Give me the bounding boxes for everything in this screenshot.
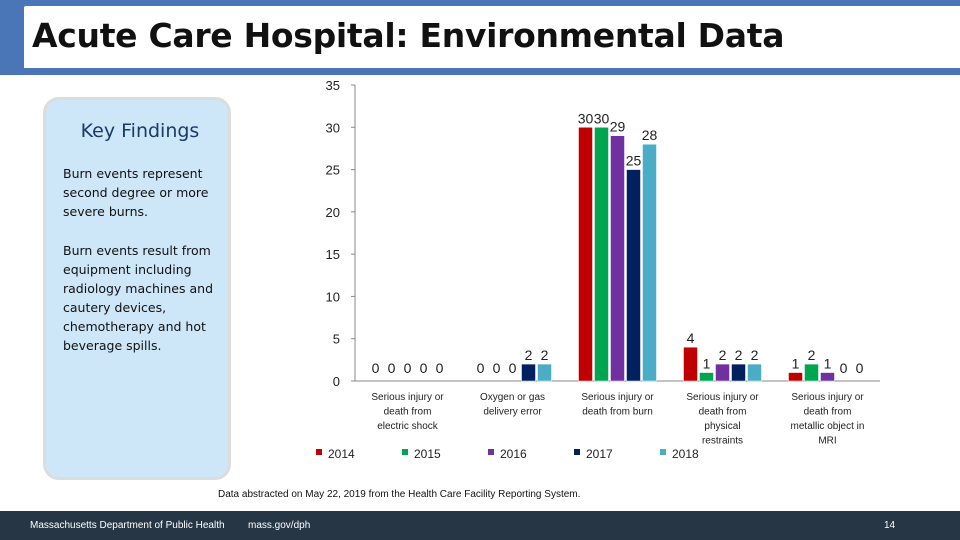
bar-2014 <box>788 372 803 382</box>
data-label: 0 <box>404 360 412 376</box>
legend-swatch-2018 <box>660 449 666 455</box>
bar-2014 <box>578 127 593 382</box>
y-tick-label: 25 <box>326 163 340 178</box>
bar-2017 <box>626 169 641 382</box>
data-label: 0 <box>372 360 380 376</box>
legend-label: 2017 <box>586 447 613 461</box>
data-label: 2 <box>719 347 727 363</box>
y-tick-label: 5 <box>333 332 340 347</box>
data-label: 0 <box>493 360 501 376</box>
data-label: 2 <box>541 347 549 363</box>
bar-2015 <box>804 363 819 382</box>
bar-2016 <box>715 363 730 382</box>
data-label: 25 <box>626 153 642 169</box>
legend-label: 2018 <box>672 447 699 461</box>
footer-org: Massachusetts Department of Public Healt… <box>30 520 225 531</box>
data-label: 0 <box>477 360 485 376</box>
data-label: 0 <box>856 360 864 376</box>
header-title-area <box>24 6 960 68</box>
legend-swatch-2015 <box>402 449 408 455</box>
data-label: 2 <box>735 347 743 363</box>
y-tick-label: 15 <box>326 247 340 262</box>
y-tick-label: 35 <box>326 78 340 93</box>
finding-burn-sources: Burn events result from equipment includ… <box>63 243 213 353</box>
y-tick-label: 10 <box>326 289 340 304</box>
data-label: 0 <box>436 360 444 376</box>
source-note: Data abstracted on May 22, 2019 from the… <box>218 489 581 500</box>
header-bar <box>0 0 960 75</box>
legend-swatch-2014 <box>316 449 322 455</box>
data-label: 4 <box>687 330 695 346</box>
data-label: 1 <box>703 356 711 372</box>
legend-swatch-2016 <box>488 449 494 455</box>
legend-label: 2014 <box>328 447 355 461</box>
x-tick-label: Oxygen or gas delivery error <box>480 392 545 418</box>
bar-2015 <box>699 372 714 382</box>
bar-2015 <box>594 127 609 382</box>
bar-2017 <box>731 363 746 382</box>
bar-2018 <box>747 363 762 382</box>
bar-2016 <box>820 372 835 382</box>
legend-swatch-2017 <box>574 449 580 455</box>
data-label: 30 <box>578 110 594 126</box>
y-tick-label: 30 <box>326 120 340 135</box>
data-label: 2 <box>751 347 759 363</box>
bar-2017 <box>521 363 536 382</box>
footer-bar: Massachusetts Department of Public Healt… <box>0 511 960 540</box>
bar-2018 <box>642 143 657 382</box>
data-label: 2 <box>808 347 816 363</box>
data-label: 2 <box>525 347 533 363</box>
y-tick-label: 0 <box>333 374 340 389</box>
data-label: 0 <box>840 360 848 376</box>
key-findings-panel: Key Findings Burn events represent secon… <box>43 97 231 480</box>
data-label: 0 <box>509 360 517 376</box>
data-label: 29 <box>610 119 626 135</box>
bar-2014 <box>683 346 698 382</box>
bar-2016 <box>610 135 625 382</box>
legend-label: 2015 <box>414 447 441 461</box>
footer-url: mass.gov/dph <box>248 520 311 531</box>
y-tick-label: 20 <box>326 205 340 220</box>
x-tick-label: Serious injury or death from metallic obje… <box>791 392 865 447</box>
page-title: Acute Care Hospital: Environmental Data <box>32 16 785 55</box>
data-label: 30 <box>594 110 610 126</box>
data-label: 0 <box>388 360 396 376</box>
key-findings-title: Key Findings <box>80 120 200 142</box>
data-label: 1 <box>824 356 832 372</box>
x-tick-label: Serious injury or death from electric shoc… <box>371 392 444 432</box>
bar-2018 <box>537 363 552 382</box>
data-label: 0 <box>420 360 428 376</box>
data-label: 1 <box>792 356 800 372</box>
legend-label: 2016 <box>500 447 527 461</box>
page-number: 14 <box>884 520 896 531</box>
data-label: 28 <box>642 127 658 143</box>
finding-burn-severity: Burn events represent second degree or m… <box>63 166 209 219</box>
x-tick-label: Serious injury or death from physical restr… <box>686 392 759 447</box>
x-tick-label: Serious injury or death from burn <box>581 392 654 418</box>
